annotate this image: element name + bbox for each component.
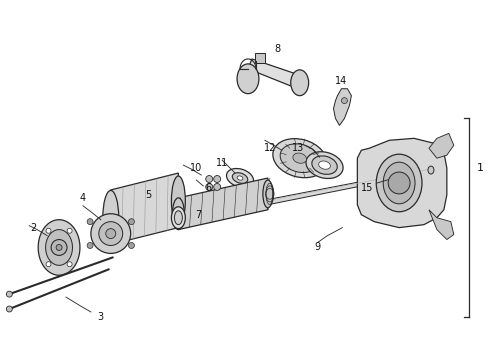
Ellipse shape	[306, 152, 343, 179]
Text: 4: 4	[80, 193, 86, 203]
Polygon shape	[169, 168, 431, 225]
Ellipse shape	[280, 144, 319, 172]
Circle shape	[46, 228, 51, 233]
Polygon shape	[255, 53, 265, 63]
Circle shape	[99, 222, 122, 246]
Polygon shape	[334, 89, 351, 125]
Ellipse shape	[312, 156, 337, 174]
Circle shape	[56, 244, 62, 251]
Text: 6: 6	[205, 183, 211, 193]
Circle shape	[67, 262, 72, 267]
Circle shape	[91, 214, 131, 253]
Polygon shape	[248, 59, 302, 89]
Ellipse shape	[383, 162, 415, 204]
Polygon shape	[429, 133, 454, 158]
Ellipse shape	[174, 211, 182, 225]
Ellipse shape	[172, 198, 184, 230]
Text: 12: 12	[264, 143, 276, 153]
Ellipse shape	[291, 70, 309, 96]
Circle shape	[388, 172, 410, 194]
Text: 3: 3	[98, 312, 104, 322]
Polygon shape	[357, 138, 447, 228]
Circle shape	[87, 243, 93, 248]
Text: 7: 7	[195, 210, 201, 220]
Circle shape	[67, 228, 72, 233]
Text: 11: 11	[216, 158, 228, 168]
Circle shape	[342, 98, 347, 104]
Polygon shape	[38, 220, 80, 275]
Circle shape	[206, 184, 213, 190]
Circle shape	[87, 219, 93, 225]
Ellipse shape	[226, 168, 253, 188]
Circle shape	[6, 291, 12, 297]
Text: 10: 10	[190, 163, 202, 173]
Text: 14: 14	[335, 76, 347, 86]
Text: 15: 15	[361, 183, 373, 193]
Text: 13: 13	[292, 143, 304, 153]
Ellipse shape	[103, 190, 119, 245]
Ellipse shape	[237, 176, 243, 180]
Ellipse shape	[318, 161, 330, 169]
Circle shape	[214, 176, 220, 183]
Ellipse shape	[237, 64, 259, 94]
Ellipse shape	[263, 180, 273, 208]
Text: 2: 2	[30, 222, 36, 233]
Circle shape	[6, 306, 12, 312]
Text: 8: 8	[275, 44, 281, 54]
Text: 5: 5	[146, 190, 152, 200]
Circle shape	[128, 219, 134, 225]
Ellipse shape	[172, 176, 185, 226]
Circle shape	[106, 229, 116, 239]
Ellipse shape	[428, 166, 434, 174]
Circle shape	[206, 176, 213, 183]
Polygon shape	[429, 210, 454, 239]
Circle shape	[46, 262, 51, 267]
Circle shape	[128, 243, 134, 248]
Ellipse shape	[273, 139, 326, 178]
Circle shape	[51, 239, 67, 255]
Polygon shape	[111, 173, 178, 244]
Text: 9: 9	[315, 243, 320, 252]
Circle shape	[214, 184, 220, 190]
Text: 1: 1	[477, 163, 484, 173]
Ellipse shape	[293, 153, 307, 163]
Polygon shape	[46, 230, 73, 265]
Ellipse shape	[166, 218, 171, 225]
Ellipse shape	[376, 154, 422, 212]
Polygon shape	[178, 178, 268, 230]
Ellipse shape	[232, 173, 248, 183]
Ellipse shape	[172, 207, 185, 229]
